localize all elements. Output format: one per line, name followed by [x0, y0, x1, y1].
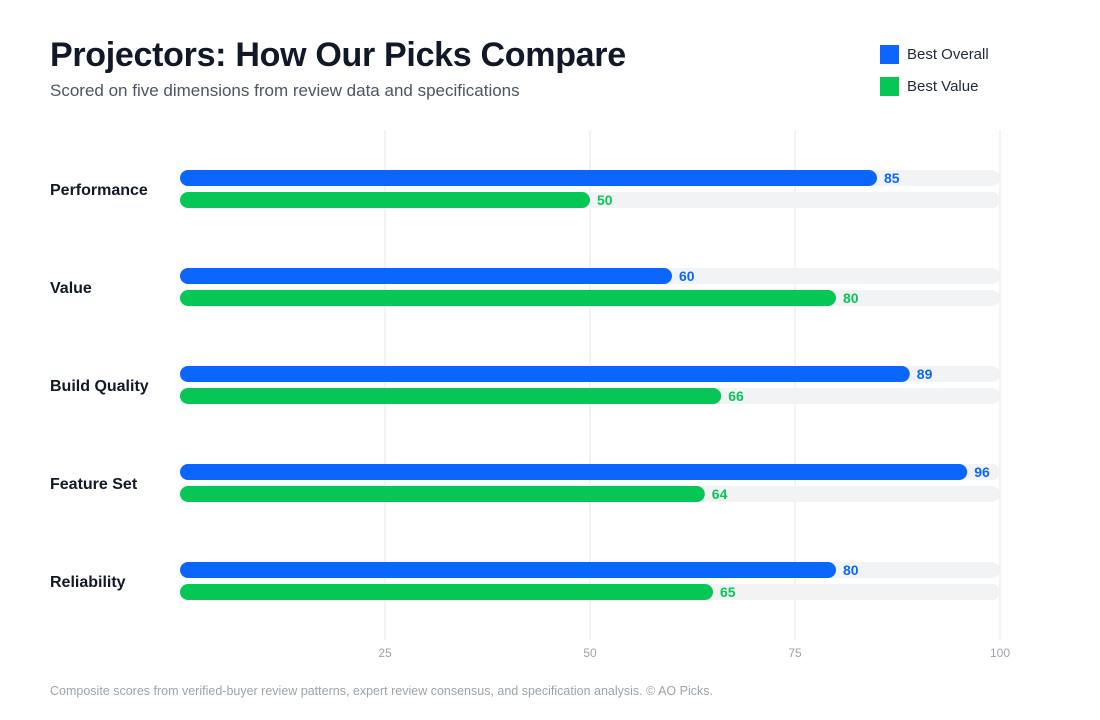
legend-label-best-overall: Best Overall [907, 45, 989, 63]
value-label-reliability-best-value: 65 [720, 584, 736, 600]
x-tick-label-100: 100 [990, 646, 1010, 660]
bar-value-best-overall [180, 268, 672, 284]
legend-swatch-best-overall [880, 44, 899, 64]
bar-reliability-best-value [180, 584, 713, 600]
footnote: Composite scores from verified-buyer rev… [50, 684, 713, 698]
value-label-build-quality-best-overall: 89 [917, 366, 933, 382]
value-label-feature-set-best-value: 64 [712, 486, 728, 502]
value-label-performance-best-overall: 85 [884, 170, 900, 186]
legend-item-best-overall: Best Overall [880, 44, 989, 64]
value-label-value-best-value: 80 [843, 290, 859, 306]
bar-performance-best-overall [180, 170, 877, 186]
chart-subtitle: Scored on five dimensions from review da… [50, 81, 520, 100]
x-tick-label-50: 50 [583, 646, 597, 660]
bar-performance-best-value [180, 192, 590, 208]
bar-reliability-best-overall [180, 562, 836, 578]
chart-title: Projectors: How Our Picks Compare [50, 36, 626, 74]
category-label-reliability: Reliability [50, 574, 126, 591]
category-label-performance: Performance [50, 182, 148, 199]
value-label-performance-best-value: 50 [597, 192, 613, 208]
value-label-value-best-overall: 60 [679, 268, 695, 284]
value-label-reliability-best-overall: 80 [843, 562, 859, 578]
value-label-build-quality-best-value: 66 [728, 388, 744, 404]
x-tick-label-25: 25 [378, 646, 392, 660]
legend-swatch-best-value [880, 76, 899, 96]
bar-chart: 25 50 75 100 Performance 85 50 Value 60 80 Build Q… [50, 130, 1010, 660]
category-label-build-quality: Build Quality [50, 378, 149, 395]
x-tick-label-75: 75 [788, 646, 802, 660]
legend-item-best-value: Best Value [880, 76, 989, 96]
bar-build-quality-best-overall [180, 366, 910, 382]
legend: Best Overall Best Value [880, 44, 989, 108]
bar-value-best-value [180, 290, 836, 306]
value-label-feature-set-best-overall: 96 [974, 464, 990, 480]
category-label-value: Value [50, 280, 92, 297]
category-label-feature-set: Feature Set [50, 476, 138, 493]
legend-label-best-value: Best Value [907, 77, 979, 95]
bar-feature-set-best-value [180, 486, 705, 502]
bar-feature-set-best-overall [180, 464, 968, 480]
bar-build-quality-best-value [180, 388, 722, 404]
